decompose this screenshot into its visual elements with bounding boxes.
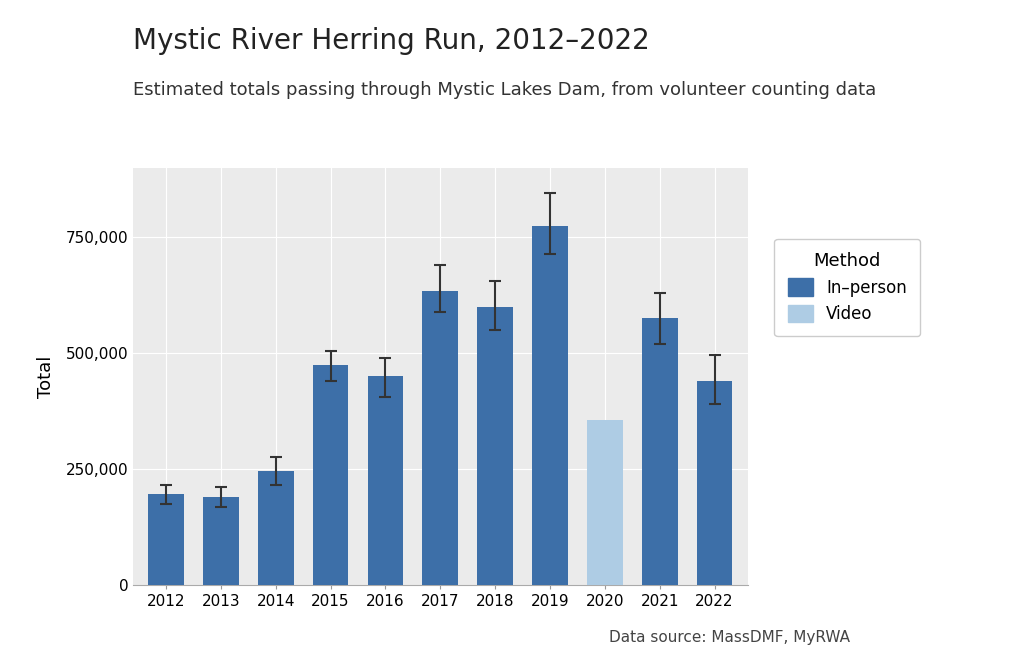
Bar [312,365,348,585]
Text: Data source: MassDMF, MyRWA: Data source: MassDMF, MyRWA [609,630,850,645]
Bar [258,471,294,585]
Y-axis label: Total: Total [37,355,54,398]
Legend: In–person, Video: In–person, Video [774,239,920,337]
Bar [203,497,239,585]
Bar [477,307,513,585]
Bar [423,291,458,585]
Bar [696,381,732,585]
Bar [587,420,623,585]
Bar [148,495,184,585]
Bar [532,226,568,585]
Bar [642,319,678,585]
Bar [368,376,403,585]
Text: Estimated totals passing through Mystic Lakes Dam, from volunteer counting data: Estimated totals passing through Mystic … [133,81,877,99]
Text: Mystic River Herring Run, 2012–2022: Mystic River Herring Run, 2012–2022 [133,27,650,55]
